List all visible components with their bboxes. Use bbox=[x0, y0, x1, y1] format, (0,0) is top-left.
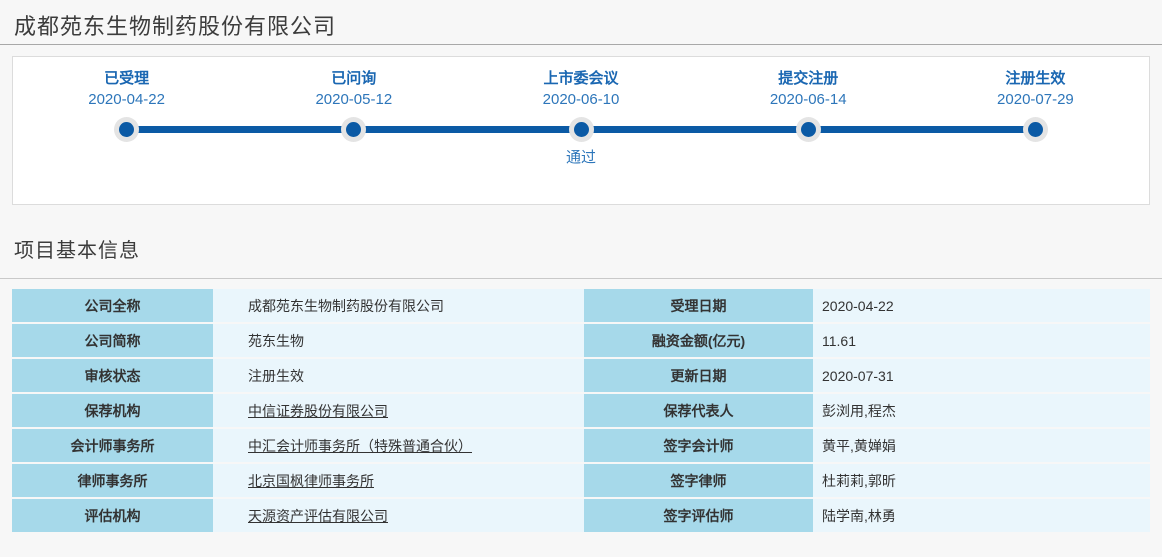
row-company-short-name: 公司简称 苑东生物 融资金额(亿元) 11.61 bbox=[12, 324, 1150, 359]
row-appraisal-agency: 评估机构 天源资产评估有限公司 签字评估师 陆学南,林勇 bbox=[12, 499, 1150, 534]
section-title: 项目基本信息 bbox=[14, 240, 140, 262]
timeline-dot-icon bbox=[800, 122, 816, 137]
stage-name: 提交注册 bbox=[778, 70, 839, 87]
field-label: 审核状态 bbox=[12, 359, 213, 394]
field-label: 会计师事务所 bbox=[12, 429, 213, 464]
accounting-firm-link[interactable]: 中汇会计师事务所（特殊普通合伙） bbox=[248, 437, 472, 454]
field-value: 成都苑东生物制药股份有限公司 bbox=[213, 289, 584, 324]
field-value: 2020-04-22 bbox=[813, 289, 1150, 324]
stage-accepted: 已受理 2020-04-22 bbox=[13, 57, 240, 167]
field-label: 评估机构 bbox=[12, 499, 213, 534]
stage-result bbox=[13, 149, 240, 167]
field-label: 更新日期 bbox=[584, 359, 813, 394]
field-label: 保荐代表人 bbox=[584, 394, 813, 429]
field-label: 受理日期 bbox=[584, 289, 813, 324]
stage-name: 已受理 bbox=[104, 70, 150, 87]
timeline-stages: 已受理 2020-04-22 已问询 2020-05-12 上市委会议 2020… bbox=[13, 57, 1149, 167]
field-value: 杜莉莉,郭昕 bbox=[813, 464, 1150, 499]
field-value: 中汇会计师事务所（特殊普通合伙） bbox=[213, 429, 584, 464]
stage-listing-committee: 上市委会议 2020-06-10 通过 bbox=[467, 57, 694, 167]
row-law-firm: 律师事务所 北京国枫律师事务所 签字律师 杜莉莉,郭昕 bbox=[12, 464, 1150, 499]
timeline-dot-icon bbox=[119, 122, 135, 137]
field-label: 签字评估师 bbox=[584, 499, 813, 534]
stage-date: 2020-05-12 bbox=[315, 91, 393, 108]
row-review-status: 审核状态 注册生效 更新日期 2020-07-31 bbox=[12, 359, 1150, 394]
timeline-dot-icon bbox=[346, 122, 362, 137]
field-label: 公司全称 bbox=[12, 289, 213, 324]
page-header: 成都苑东生物制药股份有限公司 bbox=[0, 0, 1162, 45]
field-value: 陆学南,林勇 bbox=[813, 499, 1150, 534]
field-value: 北京国枫律师事务所 bbox=[213, 464, 584, 499]
project-info-table: 公司全称 成都苑东生物制药股份有限公司 受理日期 2020-04-22 公司简称… bbox=[12, 289, 1150, 534]
field-label: 保荐机构 bbox=[12, 394, 213, 429]
field-value: 彭浏用,程杰 bbox=[813, 394, 1150, 429]
stage-result bbox=[240, 149, 467, 167]
field-label: 律师事务所 bbox=[12, 464, 213, 499]
stage-date: 2020-04-22 bbox=[88, 91, 165, 108]
field-label: 融资金额(亿元) bbox=[584, 324, 813, 359]
field-value: 中信证券股份有限公司 bbox=[213, 394, 584, 429]
page-title: 成都苑东生物制药股份有限公司 bbox=[14, 14, 337, 39]
stage-registration-effective: 注册生效 2020-07-29 bbox=[922, 57, 1149, 167]
stage-name: 上市委会议 bbox=[543, 70, 619, 87]
appraisal-agency-link[interactable]: 天源资产评估有限公司 bbox=[248, 507, 388, 524]
timeline-dot-icon bbox=[573, 122, 589, 137]
stage-name: 已问询 bbox=[331, 70, 377, 87]
law-firm-link[interactable]: 北京国枫律师事务所 bbox=[248, 472, 374, 489]
row-company-full-name: 公司全称 成都苑东生物制药股份有限公司 受理日期 2020-04-22 bbox=[12, 289, 1150, 324]
section-header: 项目基本信息 bbox=[0, 205, 1162, 279]
stage-date: 2020-06-14 bbox=[769, 91, 847, 108]
timeline-card: 已受理 2020-04-22 已问询 2020-05-12 上市委会议 2020… bbox=[12, 56, 1150, 205]
stage-date: 2020-06-10 bbox=[542, 91, 620, 108]
stage-date: 2020-07-29 bbox=[997, 91, 1074, 108]
field-value: 天源资产评估有限公司 bbox=[213, 499, 584, 534]
stage-result bbox=[922, 149, 1149, 167]
field-value: 11.61 bbox=[813, 324, 1150, 359]
row-sponsor: 保荐机构 中信证券股份有限公司 保荐代表人 彭浏用,程杰 bbox=[12, 394, 1150, 429]
stage-registration-submitted: 提交注册 2020-06-14 bbox=[695, 57, 922, 167]
field-label: 签字律师 bbox=[584, 464, 813, 499]
field-label: 签字会计师 bbox=[584, 429, 813, 464]
timeline-dot-icon bbox=[1027, 122, 1043, 137]
stage-result: 通过 bbox=[566, 149, 597, 166]
sponsor-link[interactable]: 中信证券股份有限公司 bbox=[248, 402, 388, 419]
field-value: 苑东生物 bbox=[213, 324, 584, 359]
stage-name: 注册生效 bbox=[1005, 70, 1066, 87]
row-accounting-firm: 会计师事务所 中汇会计师事务所（特殊普通合伙） 签字会计师 黄平,黄婵娟 bbox=[12, 429, 1150, 464]
stage-result bbox=[695, 149, 922, 167]
field-value: 2020-07-31 bbox=[813, 359, 1150, 394]
field-value: 注册生效 bbox=[213, 359, 584, 394]
stage-inquired: 已问询 2020-05-12 bbox=[240, 57, 467, 167]
field-label: 公司简称 bbox=[12, 324, 213, 359]
field-value: 黄平,黄婵娟 bbox=[813, 429, 1150, 464]
